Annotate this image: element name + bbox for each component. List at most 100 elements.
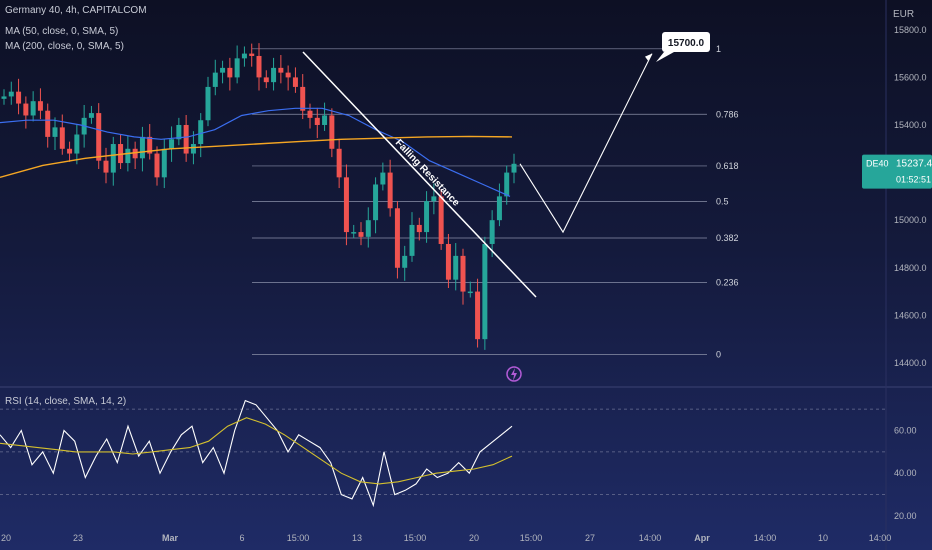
time-tick-label: 13 — [352, 533, 362, 543]
candle-body — [154, 153, 160, 178]
candle-body — [365, 220, 371, 237]
candle-body — [431, 196, 437, 202]
candle-body — [373, 184, 379, 221]
symbol-legend[interactable]: Germany 40, 4h, CAPITALCOM — [5, 5, 147, 16]
time-tick-label: Mar — [162, 533, 179, 543]
ma200-line — [0, 135, 513, 178]
candle-body — [212, 72, 218, 87]
price-tick-label: 15400.0 — [894, 120, 927, 130]
candle-body — [125, 148, 131, 164]
falling-resistance-label: Falling Resistance — [393, 137, 462, 208]
candle-body — [314, 117, 320, 125]
candle-body — [176, 124, 182, 140]
candle-body — [278, 67, 284, 73]
candle-body — [496, 196, 502, 221]
candle-body — [387, 172, 393, 209]
candle-body — [110, 144, 116, 173]
fib-level-label: 0.382 — [716, 233, 739, 243]
ma50-legend[interactable]: MA (50, close, 0, SMA, 5) — [5, 26, 119, 37]
candle-body — [183, 124, 189, 154]
fib-level-label: 1 — [716, 44, 721, 54]
candle-body — [1, 96, 7, 99]
price-badge-value: 15237.4 — [896, 159, 932, 170]
price-tick-label: 14600.0 — [894, 310, 927, 320]
candle-body — [139, 136, 145, 159]
rsi-tick-label: 60.00 — [894, 425, 917, 435]
candle-body — [285, 72, 291, 78]
price-badge-countdown: 01:52:51 — [896, 175, 931, 185]
candle-body — [300, 86, 306, 111]
candle-body — [241, 53, 247, 59]
candle-body — [307, 110, 313, 118]
candle-body — [358, 232, 364, 237]
candle-body — [118, 144, 124, 164]
candle-body — [263, 77, 269, 83]
rsi-line — [0, 399, 513, 508]
target-callout-text: 15700.0 — [668, 38, 705, 49]
ma200-legend[interactable]: MA (200, close, 0, SMA, 5) — [5, 41, 124, 52]
candle-body — [234, 58, 240, 78]
fib-level-label: 0 — [716, 350, 721, 360]
time-tick-label: 27 — [585, 533, 595, 543]
candle-body — [336, 148, 342, 178]
fib-level-label: 0.786 — [716, 109, 739, 119]
candle-body — [271, 67, 277, 83]
candle-body — [511, 163, 517, 173]
candle-body — [220, 67, 226, 73]
time-tick-label: 6 — [239, 533, 244, 543]
candle-body — [482, 243, 488, 340]
currency-label: EUR — [893, 9, 914, 20]
candle-body — [30, 101, 36, 116]
candle-body — [8, 91, 14, 97]
candle-body — [161, 148, 167, 178]
candle-body — [190, 144, 196, 154]
time-tick-label: 14:00 — [639, 533, 662, 543]
candle-body — [37, 101, 43, 111]
fib-level-label: 0.5 — [716, 197, 729, 207]
ma50-line — [0, 107, 511, 197]
candle-body — [460, 255, 466, 292]
lightning-icon-bolt — [511, 368, 517, 381]
time-tick-label: 14:00 — [754, 533, 777, 543]
time-tick-label: Apr — [694, 533, 710, 543]
price-tick-label: 15600.0 — [894, 72, 927, 82]
price-tick-label: 15800.0 — [894, 25, 927, 35]
projection-arrowhead — [645, 53, 652, 61]
candle-body — [23, 103, 29, 116]
candle-body — [74, 134, 80, 154]
candle-body — [16, 91, 22, 104]
price-badge-ticker: DE40 — [866, 159, 889, 169]
candle-body — [88, 113, 94, 118]
candle-body — [380, 172, 386, 185]
candle-body — [59, 127, 65, 149]
price-badge — [862, 154, 932, 189]
target-callout-box — [662, 32, 710, 52]
candle-body — [424, 201, 430, 233]
candle-body — [445, 243, 451, 280]
candle-body — [45, 110, 51, 137]
candle-body — [322, 115, 328, 125]
time-tick-label: 15:00 — [404, 533, 427, 543]
candle-body — [453, 255, 459, 280]
lightning-icon — [506, 366, 522, 382]
time-tick-label: 15:00 — [287, 533, 310, 543]
candle-body — [402, 255, 408, 268]
candle-body — [67, 148, 73, 154]
time-tick-label: 10 — [818, 533, 828, 543]
time-tick-label: 20 — [469, 533, 479, 543]
candle-body — [467, 291, 473, 294]
candle-body — [292, 77, 298, 87]
candle-body — [103, 160, 109, 173]
candle-body — [147, 136, 153, 154]
target-callout-pointer — [656, 52, 674, 62]
rsi-tick-label: 20.00 — [894, 511, 917, 521]
candle-body — [343, 177, 349, 233]
falling-resistance-line — [302, 51, 537, 298]
rsi-legend[interactable]: RSI (14, close, SMA, 14, 2) — [5, 396, 127, 407]
candle-body — [169, 139, 175, 149]
price-tick-label: 14800.0 — [894, 263, 927, 273]
candle-body — [198, 120, 204, 145]
fib-level-label: 0.618 — [716, 161, 739, 171]
candle-body — [394, 208, 400, 268]
